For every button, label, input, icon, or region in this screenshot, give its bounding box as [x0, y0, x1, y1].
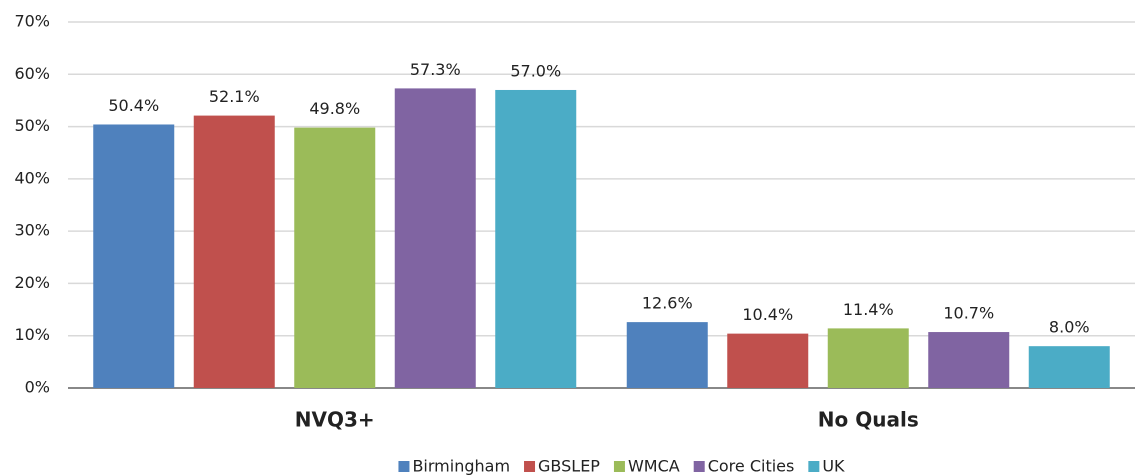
legend-swatch — [808, 461, 820, 472]
bar — [1028, 346, 1110, 388]
legend-swatch — [613, 461, 625, 472]
y-tick-label: 30% — [14, 221, 50, 240]
value-label: 57.0% — [510, 61, 561, 80]
x-tick-label: No Quals — [818, 408, 919, 432]
bar — [928, 332, 1010, 388]
value-label: 57.3% — [410, 60, 461, 79]
bar — [495, 89, 577, 388]
bar — [193, 115, 275, 388]
legend-swatch — [524, 461, 536, 472]
legend-label: WMCA — [628, 457, 680, 476]
y-tick-label: 70% — [14, 12, 50, 31]
value-label: 52.1% — [209, 87, 260, 106]
legend-label: Birmingham — [412, 457, 510, 476]
y-tick-label: 50% — [14, 116, 50, 135]
bar — [727, 333, 809, 388]
bar — [394, 88, 476, 388]
legend-label: UK — [822, 457, 845, 476]
y-tick-label: 20% — [14, 273, 50, 292]
y-tick-label: 60% — [14, 64, 50, 83]
value-label: 10.7% — [943, 304, 994, 323]
legend-label: Core Cities — [708, 457, 795, 476]
bar — [93, 124, 175, 388]
value-label: 50.4% — [108, 96, 159, 115]
legend-swatch — [693, 461, 705, 472]
value-label: 49.8% — [309, 99, 360, 118]
bar — [626, 322, 708, 388]
value-label: 8.0% — [1049, 318, 1090, 337]
legend-swatch — [398, 461, 410, 472]
bar — [294, 127, 376, 389]
y-tick-label: 40% — [14, 168, 50, 187]
value-label: 12.6% — [642, 294, 693, 313]
value-label: 11.4% — [843, 300, 894, 319]
legend-label: GBSLEP — [538, 457, 600, 476]
value-label: 10.4% — [742, 305, 793, 324]
bar — [827, 328, 909, 388]
y-tick-label: 0% — [25, 378, 50, 397]
y-tick-label: 10% — [14, 325, 50, 344]
x-tick-label: NVQ3+ — [295, 408, 375, 432]
